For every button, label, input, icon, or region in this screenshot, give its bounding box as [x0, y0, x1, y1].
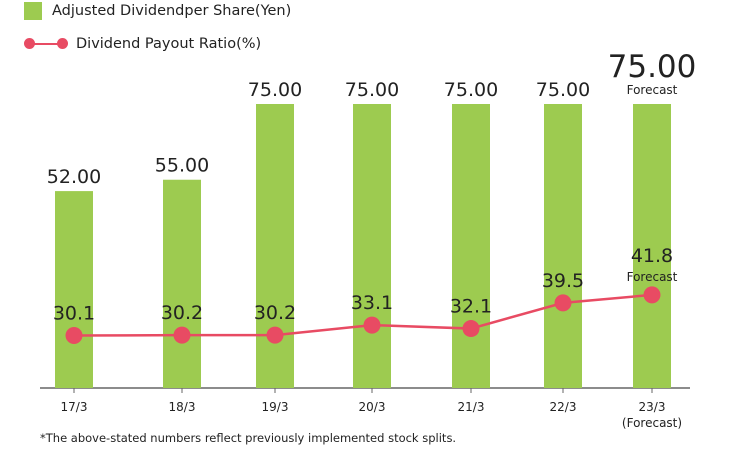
payout-point-18/3: [173, 326, 191, 344]
payout-forecast-label: Forecast: [627, 270, 678, 284]
x-tick-label: 20/3: [359, 400, 386, 414]
payout-value-label: 32.1: [450, 296, 492, 318]
bar-20/3: [353, 104, 391, 388]
payout-point-17/3: [65, 327, 83, 344]
payout-value-label: 30.2: [254, 302, 296, 324]
bar-value-label: 75.00: [536, 79, 590, 101]
x-tick-label: 23/3: [639, 400, 666, 414]
x-tick-label: 21/3: [458, 400, 485, 414]
bar-23/3: [633, 104, 671, 388]
payout-value-label: 41.8: [631, 245, 673, 267]
bar-17/3: [55, 191, 93, 388]
bar-21/3: [452, 104, 490, 388]
bar-value-label: 55.00: [155, 155, 209, 177]
x-tick-label: 22/3: [550, 400, 577, 414]
bar-value-label: 52.00: [47, 166, 101, 188]
payout-value-label: 30.2: [161, 302, 203, 324]
legend-line-segment: [28, 43, 64, 45]
x-tick-label: 17/3: [61, 400, 88, 414]
bar-19/3: [256, 104, 294, 388]
footnote: *The above-stated numbers reflect previo…: [40, 431, 457, 445]
bar-18/3: [163, 179, 201, 388]
bar-22/3: [544, 104, 582, 388]
bar-value-label: 75.00: [608, 49, 697, 85]
payout-point-20/3: [363, 316, 381, 334]
payout-value-label: 39.5: [542, 270, 584, 292]
x-tick-label: 19/3: [262, 400, 289, 414]
legend-line-marker: [57, 38, 68, 49]
bar-value-label: 75.00: [444, 79, 498, 101]
legend-bar-label: Adjusted Dividendper Share(Yen): [52, 3, 292, 19]
legend-line-label: Dividend Payout Ratio(%): [76, 36, 262, 52]
bar-value-label: 75.00: [345, 79, 399, 101]
payout-point-19/3: [266, 326, 284, 344]
payout-point-23/3: [643, 286, 661, 304]
legend-line-swatch: [24, 38, 68, 50]
legend-line-marker: [24, 38, 35, 49]
legend-item-payout: Dividend Payout Ratio(%): [24, 36, 261, 52]
x-tick-label: 18/3: [169, 400, 196, 414]
payout-value-label: 33.1: [351, 292, 393, 314]
bar-value-label: 75.00: [248, 79, 302, 101]
x-tick-sublabel: (Forecast): [622, 416, 682, 430]
legend-item-dividend: Adjusted Dividendper Share(Yen): [24, 2, 291, 20]
bar-forecast-label: Forecast: [627, 83, 678, 97]
payout-value-label: 30.1: [53, 303, 95, 325]
payout-point-21/3: [462, 320, 480, 338]
legend-bar-swatch: [24, 2, 42, 20]
payout-point-22/3: [554, 294, 572, 312]
